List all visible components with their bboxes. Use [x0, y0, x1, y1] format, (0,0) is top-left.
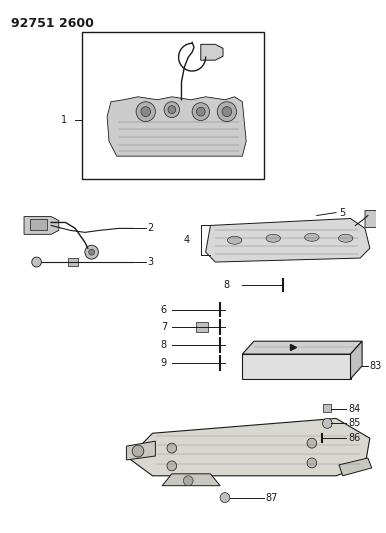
- Bar: [68, 258, 78, 266]
- Ellipse shape: [305, 233, 319, 241]
- Circle shape: [183, 476, 193, 486]
- Circle shape: [196, 107, 205, 116]
- Circle shape: [164, 102, 179, 118]
- Circle shape: [220, 492, 230, 503]
- Text: 8: 8: [223, 280, 230, 290]
- Text: 92751 2600: 92751 2600: [10, 17, 93, 30]
- Polygon shape: [162, 474, 220, 486]
- Text: 3: 3: [148, 257, 154, 267]
- Circle shape: [141, 107, 151, 117]
- Circle shape: [89, 249, 95, 255]
- Bar: [323, 403, 331, 413]
- Polygon shape: [129, 418, 370, 476]
- Polygon shape: [24, 216, 59, 235]
- Polygon shape: [107, 97, 246, 156]
- Text: 6: 6: [161, 304, 167, 314]
- Ellipse shape: [266, 235, 281, 243]
- Text: 4: 4: [183, 235, 189, 245]
- Polygon shape: [242, 354, 350, 379]
- Circle shape: [32, 257, 41, 267]
- Circle shape: [217, 102, 237, 122]
- Circle shape: [132, 445, 144, 457]
- Ellipse shape: [227, 236, 242, 244]
- Circle shape: [167, 461, 177, 471]
- Polygon shape: [365, 211, 381, 228]
- Polygon shape: [127, 441, 156, 460]
- Circle shape: [167, 443, 177, 453]
- Text: 7: 7: [161, 322, 167, 333]
- Text: 5: 5: [339, 207, 345, 217]
- Bar: [196, 322, 208, 332]
- Ellipse shape: [339, 235, 353, 243]
- Text: 84: 84: [349, 403, 361, 414]
- Bar: [82, 33, 264, 179]
- Circle shape: [168, 106, 176, 114]
- Polygon shape: [242, 341, 362, 354]
- Circle shape: [322, 418, 332, 429]
- Circle shape: [222, 107, 232, 117]
- Bar: [30, 220, 47, 230]
- Polygon shape: [339, 458, 372, 476]
- Text: 85: 85: [349, 418, 361, 429]
- Text: 87: 87: [266, 492, 278, 503]
- Polygon shape: [350, 341, 362, 379]
- Polygon shape: [206, 219, 370, 262]
- Circle shape: [307, 458, 317, 468]
- Circle shape: [85, 245, 98, 259]
- Polygon shape: [201, 44, 223, 60]
- Text: 8: 8: [161, 340, 167, 350]
- Text: 2: 2: [148, 223, 154, 233]
- Text: 86: 86: [349, 433, 361, 443]
- Circle shape: [307, 438, 317, 448]
- Text: 1: 1: [61, 115, 67, 125]
- Text: 83: 83: [370, 361, 382, 371]
- Text: 9: 9: [161, 358, 167, 368]
- Circle shape: [136, 102, 156, 122]
- Circle shape: [192, 103, 210, 120]
